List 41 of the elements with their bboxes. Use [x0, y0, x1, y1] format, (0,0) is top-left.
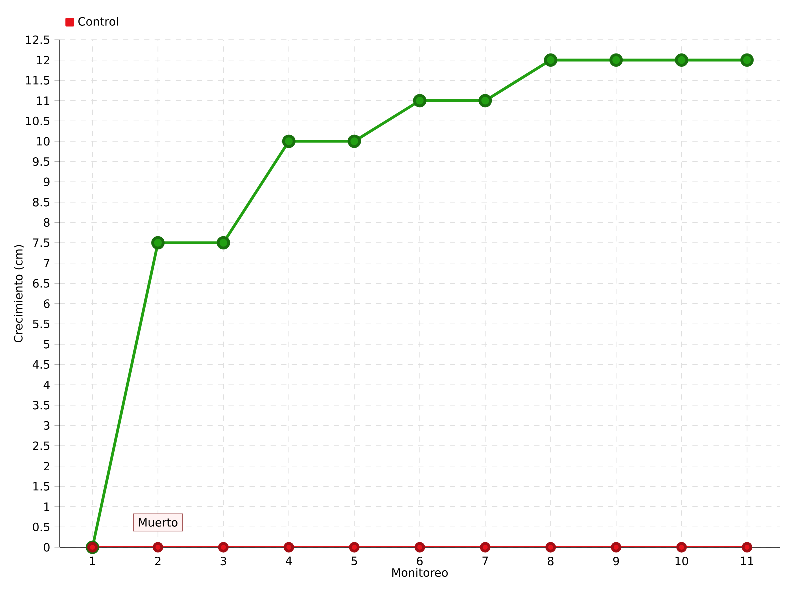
y-tick-label: 11 [37, 96, 50, 106]
y-tick-label: 12 [37, 56, 50, 65]
y-tick-label: 8.5 [33, 198, 50, 207]
y-tick-label: 6 [44, 300, 50, 308]
y-tick-label: 8 [44, 218, 50, 228]
x-tick-label: 2 [155, 556, 161, 566]
y-tick-label: 11.5 [26, 76, 50, 85]
x-tick-label: 4 [286, 556, 292, 566]
x-tick-label: 7 [482, 556, 488, 566]
y-tick-label: 5 [44, 340, 50, 349]
x-tick-label: 1 [90, 556, 96, 566]
x-tick-label: 8 [548, 556, 554, 566]
y-tick-label: 10 [37, 137, 50, 146]
y-tick-label: 10.5 [26, 116, 50, 126]
x-tick-label: 5 [352, 556, 358, 566]
y-tick-label: 3 [44, 421, 50, 430]
y-tick-label: 4.5 [32, 360, 50, 370]
y-axis-title: Crecimiento (cm) [14, 245, 24, 343]
y-tick-label: 1.5 [34, 482, 50, 491]
y-tick-label: 0.5 [33, 522, 50, 532]
y-tick-label: 7 [44, 259, 50, 268]
y-tick-label: 9.5 [33, 157, 50, 166]
y-tick-label: 9 [44, 178, 50, 186]
x-tick-label: 6 [417, 556, 423, 566]
x-tick-label: 10 [676, 556, 688, 566]
y-tick-label: 12.5 [26, 36, 50, 44]
y-tick-label: 0 [44, 543, 50, 552]
x-axis-title: Monitoreo [392, 568, 448, 578]
y-tick-label: 5.5 [33, 320, 50, 328]
y-tick-label: 3.5 [33, 401, 50, 410]
y-tick-label: 7.5 [33, 238, 50, 248]
y-tick-label: 4 [44, 380, 50, 390]
annotation: Muerto [139, 518, 178, 527]
y-tick-label: 1 [44, 502, 50, 512]
x-tick-label: 3 [220, 556, 226, 566]
y-tick-label: 6.5 [33, 279, 50, 288]
x-tick-label: 11 [741, 556, 754, 566]
legend-label: Control [78, 17, 118, 26]
y-tick-label: 2.5 [33, 442, 50, 450]
y-tick-label: 2 [44, 462, 50, 471]
x-tick-label: 9 [613, 556, 620, 566]
